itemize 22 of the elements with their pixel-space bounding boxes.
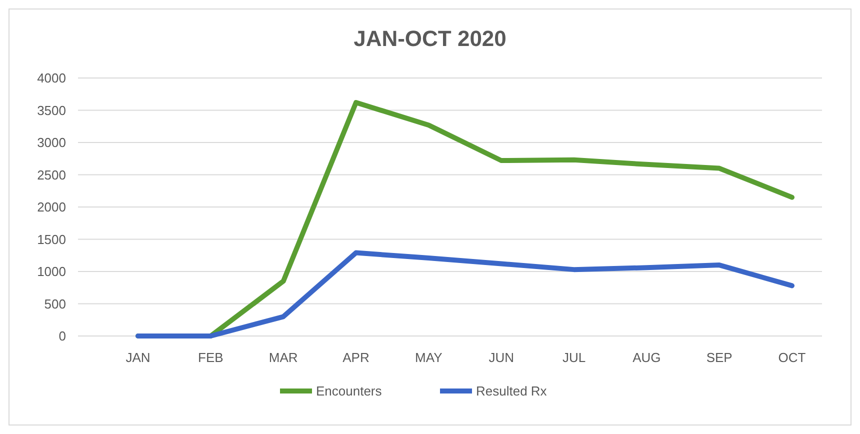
chart-title: JAN-OCT 2020 xyxy=(354,26,506,51)
y-tick-label: 1000 xyxy=(37,264,66,280)
y-tick-label: 2500 xyxy=(37,167,66,182)
x-tick-label: JUN xyxy=(488,350,514,365)
x-tick-label: MAY xyxy=(415,350,443,365)
legend-label: Resulted Rx xyxy=(476,384,548,399)
y-tick-label: 1500 xyxy=(37,232,66,247)
y-tick-label: 2000 xyxy=(37,200,66,215)
x-tick-label: FEB xyxy=(198,350,224,365)
x-tick-label: JAN xyxy=(126,350,150,365)
y-tick-label: 500 xyxy=(44,296,66,312)
x-tick-label: JUL xyxy=(562,350,586,365)
x-tick-label: SEP xyxy=(706,350,732,365)
legend-label: Encounters xyxy=(316,384,382,399)
y-tick-label: 0 xyxy=(58,328,66,344)
x-tick-label: AUG xyxy=(632,350,661,365)
y-tick-label: 4000 xyxy=(37,70,66,86)
x-tick-label: MAR xyxy=(268,350,298,365)
y-tick-label: 3000 xyxy=(37,135,66,150)
y-tick-label: 3500 xyxy=(37,102,66,118)
x-tick-label: APR xyxy=(342,350,370,365)
x-tick-label: OCT xyxy=(778,350,806,365)
